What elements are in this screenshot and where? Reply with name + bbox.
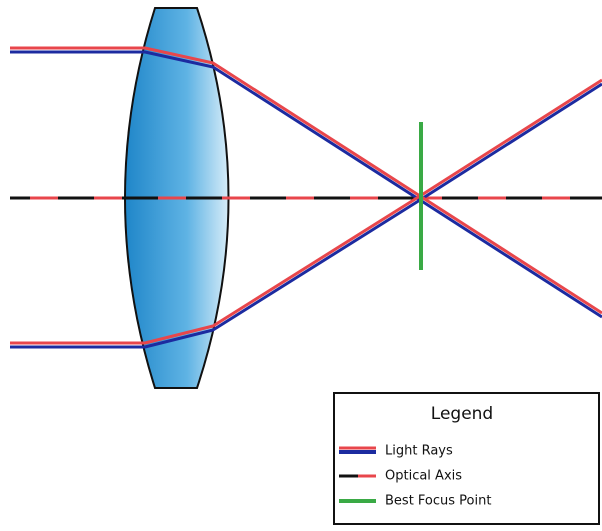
ray-bottom-red: [10, 194, 602, 345]
light-rays: [10, 46, 602, 349]
ray-top-red: [10, 46, 602, 198]
legend-label: Best Focus Point: [385, 494, 491, 509]
ray-bottom-blue: [10, 198, 602, 349]
legend-box: [333, 392, 600, 525]
legend-label: Optical Axis: [385, 469, 462, 484]
legend-title: Legend: [431, 404, 493, 424]
legend-label: Light Rays: [385, 444, 453, 459]
ray-top-blue: [10, 50, 602, 202]
legend: Legend Light Rays Optical Axis Best Focu…: [333, 392, 600, 525]
